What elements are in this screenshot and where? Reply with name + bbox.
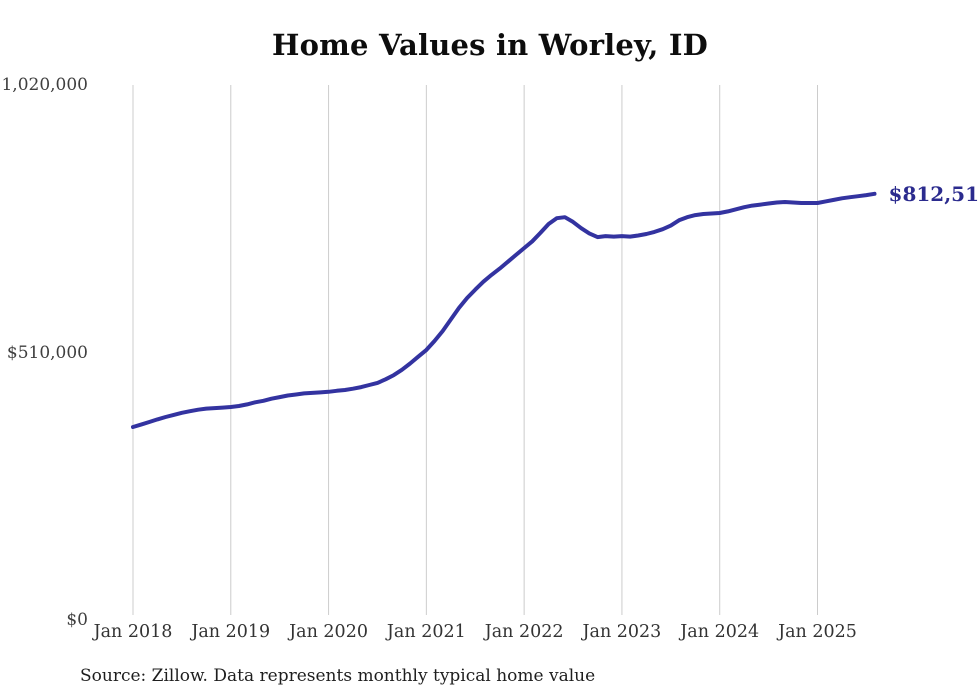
y-axis-tick-label: $1,020,000 — [0, 75, 88, 95]
home-value-line — [131, 191, 877, 429]
x-axis-tick-label: Jan 2018 — [93, 622, 173, 642]
x-axis-tick-label: Jan 2019 — [191, 622, 271, 642]
y-axis-tick-label: $510,000 — [6, 342, 88, 363]
x-axis-tick-label: Jan 2021 — [386, 622, 466, 642]
y-axis-tick-label: $0 — [66, 610, 88, 630]
x-axis-tick-label: Jan 2025 — [778, 622, 857, 642]
source-note: Source: Zillow. Data represents monthly … — [80, 666, 596, 686]
latest-value-label: $812,512 — [888, 181, 980, 206]
chart-title: Home Values in Worley, ID — [271, 28, 709, 62]
x-axis-tick-label: Jan 2022 — [484, 622, 564, 642]
x-axis-tick-label: Jan 2023 — [582, 622, 662, 642]
x-axis-tick-label: Jan 2020 — [289, 622, 368, 642]
x-axis-tick-label: Jan 2024 — [680, 622, 760, 642]
